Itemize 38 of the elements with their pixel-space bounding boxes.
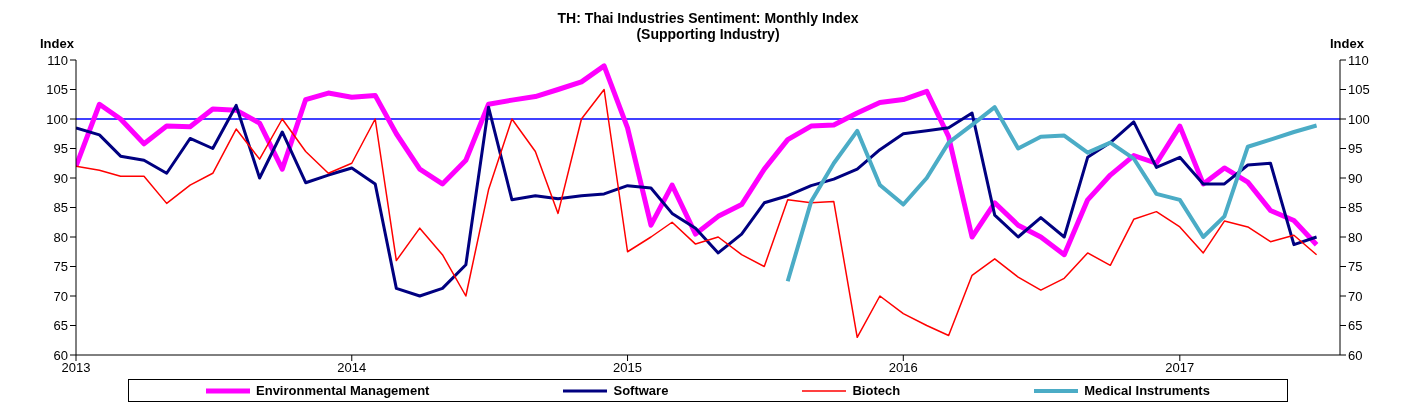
y2-tick-label: 70 [1348, 288, 1363, 304]
y-tick-label: 80 [53, 229, 68, 245]
y-tick-label: 65 [53, 318, 68, 334]
y-tick-label: 70 [53, 288, 68, 304]
y2-tick-label: 100 [1348, 111, 1370, 127]
line-series [76, 103, 1319, 298]
y2-tick-label: 85 [1348, 200, 1363, 216]
y2-tick-label: 90 [1348, 170, 1363, 186]
legend-label: Environmental Management [255, 383, 430, 398]
chart-title: TH: Thai Industries Sentiment: Monthly Index [556, 10, 860, 26]
x-tick-label: 2013 [61, 360, 91, 376]
y2-tick-label: 75 [1348, 259, 1363, 275]
line-series [785, 105, 1319, 284]
y-tick-label: 110 [47, 52, 68, 68]
legend-label: Biotech [851, 383, 901, 398]
y2-tick-label: 60 [1348, 347, 1363, 363]
x-tick-label: 2014 [337, 360, 367, 376]
y-tick-label: 95 [53, 141, 68, 157]
x-tick-label: 2016 [888, 360, 918, 376]
y2-tick-label: 110 [1348, 52, 1369, 68]
chart-subtitle: (Supporting Industry) [636, 26, 780, 42]
y-tick-label: 105 [46, 82, 68, 98]
y2-axis-title: Index [1330, 36, 1364, 51]
legend-label: Software [612, 383, 669, 398]
x-tick-label: 2017 [1165, 360, 1195, 376]
y2-tick-label: 95 [1348, 141, 1363, 157]
y-tick-label: 90 [53, 170, 68, 186]
y-tick-label: 100 [46, 111, 68, 127]
legend-label: Medical Instruments [1083, 383, 1210, 398]
y-tick-label: 75 [53, 259, 68, 275]
line-series [76, 88, 1318, 339]
y2-tick-label: 80 [1348, 229, 1363, 245]
y2-tick-label: 105 [1348, 82, 1370, 98]
y-axis-title: Index [40, 36, 74, 51]
y-tick-label: 60 [53, 347, 68, 363]
y2-tick-label: 65 [1348, 318, 1363, 334]
x-tick-label: 2015 [613, 360, 642, 376]
y-tick-label: 85 [53, 200, 68, 216]
